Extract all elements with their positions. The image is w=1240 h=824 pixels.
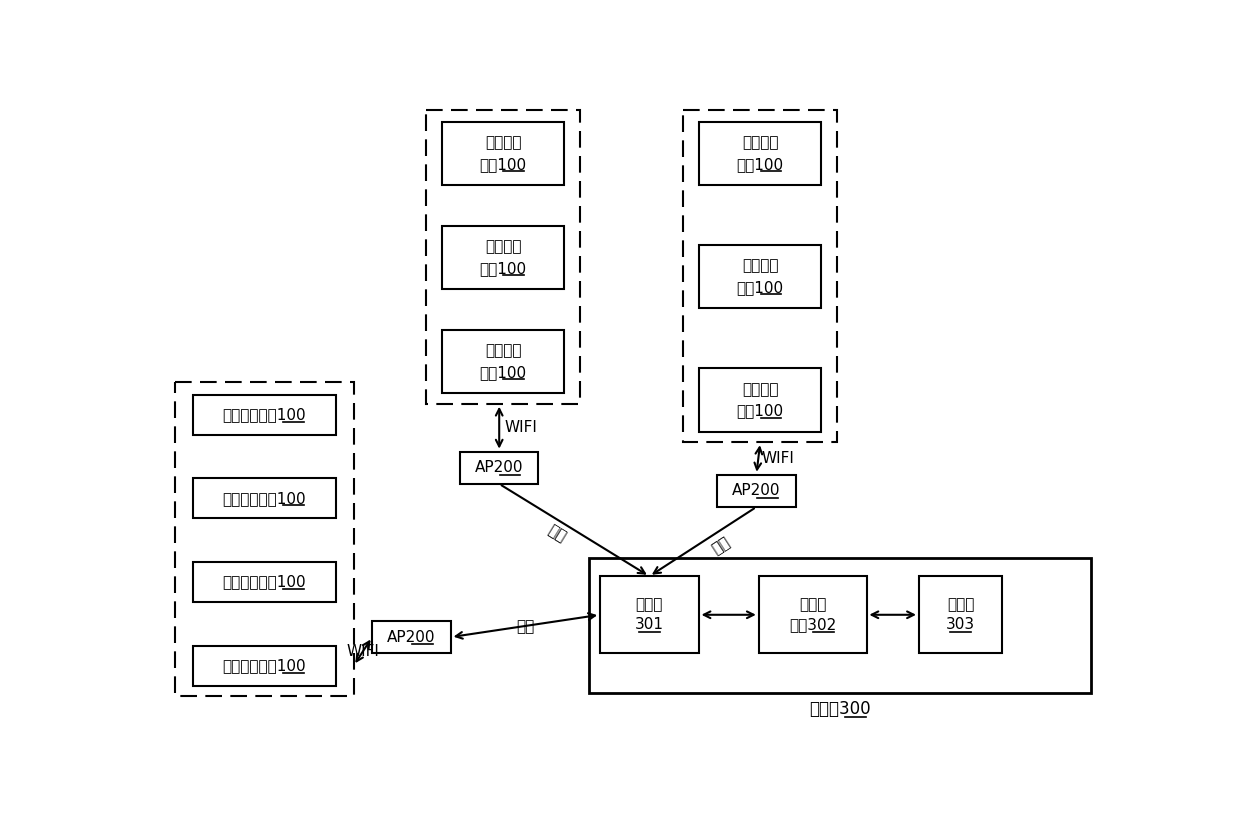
Text: 无线监护: 无线监护 bbox=[742, 382, 779, 396]
Bar bbox=[192, 478, 336, 518]
Bar bbox=[699, 122, 821, 185]
Text: 中央站300: 中央站300 bbox=[810, 700, 872, 719]
Text: 设备100: 设备100 bbox=[737, 403, 784, 419]
Text: 显示器: 显示器 bbox=[947, 597, 975, 612]
Text: 设备100: 设备100 bbox=[480, 365, 527, 380]
Bar bbox=[919, 576, 1002, 653]
Text: 无线监护: 无线监护 bbox=[485, 135, 521, 150]
Text: WIFI: WIFI bbox=[761, 451, 795, 466]
Text: 无线监护设备100: 无线监护设备100 bbox=[222, 574, 306, 589]
Text: 有线: 有线 bbox=[516, 619, 534, 634]
Bar bbox=[443, 226, 564, 289]
Bar bbox=[192, 562, 336, 602]
Bar bbox=[192, 645, 336, 686]
Bar bbox=[759, 576, 867, 653]
Text: 无线监护: 无线监护 bbox=[742, 135, 779, 150]
Text: 主机302: 主机302 bbox=[789, 617, 836, 632]
Bar bbox=[192, 395, 336, 434]
Text: 有线: 有线 bbox=[546, 522, 569, 545]
Bar bbox=[443, 330, 564, 393]
Bar bbox=[372, 621, 450, 653]
Text: WIFI: WIFI bbox=[346, 644, 379, 659]
Text: 设备100: 设备100 bbox=[480, 157, 527, 172]
Text: 设备100: 设备100 bbox=[480, 260, 527, 276]
Text: 设备100: 设备100 bbox=[737, 280, 784, 295]
Bar bbox=[600, 576, 698, 653]
Text: 无线监护: 无线监护 bbox=[485, 239, 521, 255]
Text: AP200: AP200 bbox=[475, 461, 523, 475]
Text: WIFI: WIFI bbox=[505, 420, 537, 435]
Text: 303: 303 bbox=[946, 617, 975, 632]
Text: 无线监护设备100: 无线监护设备100 bbox=[222, 407, 306, 422]
Bar bbox=[443, 122, 564, 185]
Text: AP200: AP200 bbox=[732, 484, 781, 499]
Text: 设备100: 设备100 bbox=[737, 157, 784, 172]
Text: 无线监护: 无线监护 bbox=[485, 343, 521, 358]
Bar bbox=[699, 246, 821, 308]
Text: 无线监护: 无线监护 bbox=[742, 259, 779, 274]
Text: 计算机: 计算机 bbox=[799, 597, 826, 612]
Text: AP200: AP200 bbox=[387, 630, 435, 644]
Text: 交换机: 交换机 bbox=[636, 597, 663, 612]
Bar bbox=[175, 382, 353, 696]
Text: 301: 301 bbox=[635, 617, 663, 632]
Bar bbox=[589, 558, 1091, 692]
Bar bbox=[683, 110, 837, 442]
Bar bbox=[699, 368, 821, 432]
Text: 有线: 有线 bbox=[708, 534, 732, 557]
Text: 无线监护设备100: 无线监护设备100 bbox=[222, 491, 306, 506]
Bar bbox=[460, 452, 538, 484]
Bar bbox=[427, 110, 580, 404]
Text: 无线监护设备100: 无线监护设备100 bbox=[222, 658, 306, 673]
Bar bbox=[717, 475, 796, 507]
